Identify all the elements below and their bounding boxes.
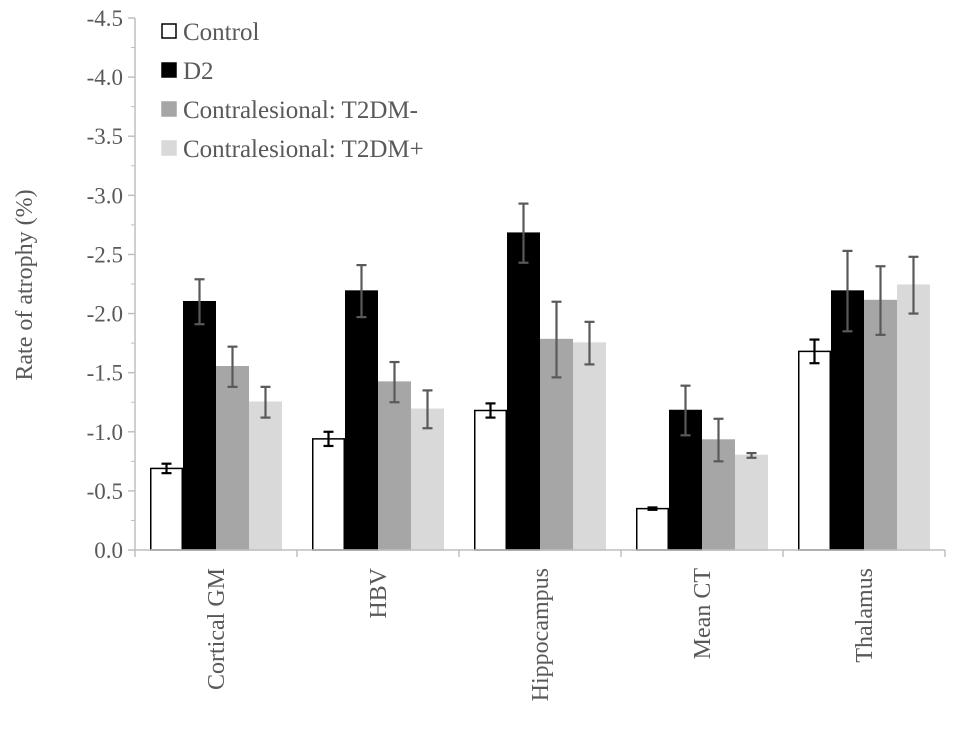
bar <box>150 467 183 551</box>
bar <box>249 401 282 551</box>
bar <box>411 408 444 551</box>
error-bars <box>161 202 919 511</box>
x-tick-label: HBV <box>366 567 392 618</box>
y-axis-label: Rate of atrophy (%) <box>12 189 38 380</box>
bar <box>864 299 897 551</box>
bars <box>150 232 930 551</box>
bar <box>798 350 831 551</box>
legend-label: Contralesional: T2DM+ <box>183 136 424 163</box>
legend-label: Contralesional: T2DM- <box>183 97 418 124</box>
bar <box>735 454 768 551</box>
bar <box>378 381 411 551</box>
legend: Control D2 Contralesional: T2DM- Contralesi… <box>161 19 424 163</box>
bar <box>183 300 216 551</box>
y-axis: 0.0 -0.5 -1.0 -1.5 -2.0 -2.5 -3.0 -3.5 -4.0 -4.5 <box>87 6 136 563</box>
bar <box>573 342 606 551</box>
legend-label: D2 <box>183 58 214 85</box>
y-tick-label: -3.0 <box>87 183 123 208</box>
y-tick-label: -2.5 <box>87 242 123 267</box>
legend-swatch <box>161 140 177 156</box>
legend-swatch <box>161 23 177 39</box>
x-axis: Cortical GM HBV Hippocampus Mean CT Thalamus <box>134 549 946 701</box>
bar <box>216 366 249 551</box>
bar <box>702 439 735 551</box>
y-tick-label: -1.5 <box>87 361 123 386</box>
x-tick-label: Cortical GM <box>204 568 230 690</box>
y-tick-label: 0.0 <box>94 538 123 563</box>
y-tick-label: -4.0 <box>87 65 123 90</box>
bar <box>345 290 378 551</box>
bar <box>474 409 507 551</box>
y-tick-label: -1.0 <box>87 420 123 445</box>
y-tick-label: -3.5 <box>87 124 123 149</box>
bar <box>507 232 540 551</box>
x-tick-label: Hippocampus <box>528 568 554 701</box>
bar <box>312 438 345 551</box>
legend-label: Control <box>183 19 259 46</box>
legend-swatch <box>161 62 177 78</box>
y-tick-label: -2.0 <box>87 302 123 327</box>
bar <box>897 284 930 551</box>
legend-swatch <box>161 101 177 117</box>
x-tick-label: Mean CT <box>690 568 716 660</box>
y-tick-label: -0.5 <box>87 479 123 504</box>
y-tick-label: -4.5 <box>87 6 123 31</box>
bar <box>831 290 864 551</box>
bar <box>636 507 669 551</box>
x-tick-label: Thalamus <box>852 568 878 663</box>
